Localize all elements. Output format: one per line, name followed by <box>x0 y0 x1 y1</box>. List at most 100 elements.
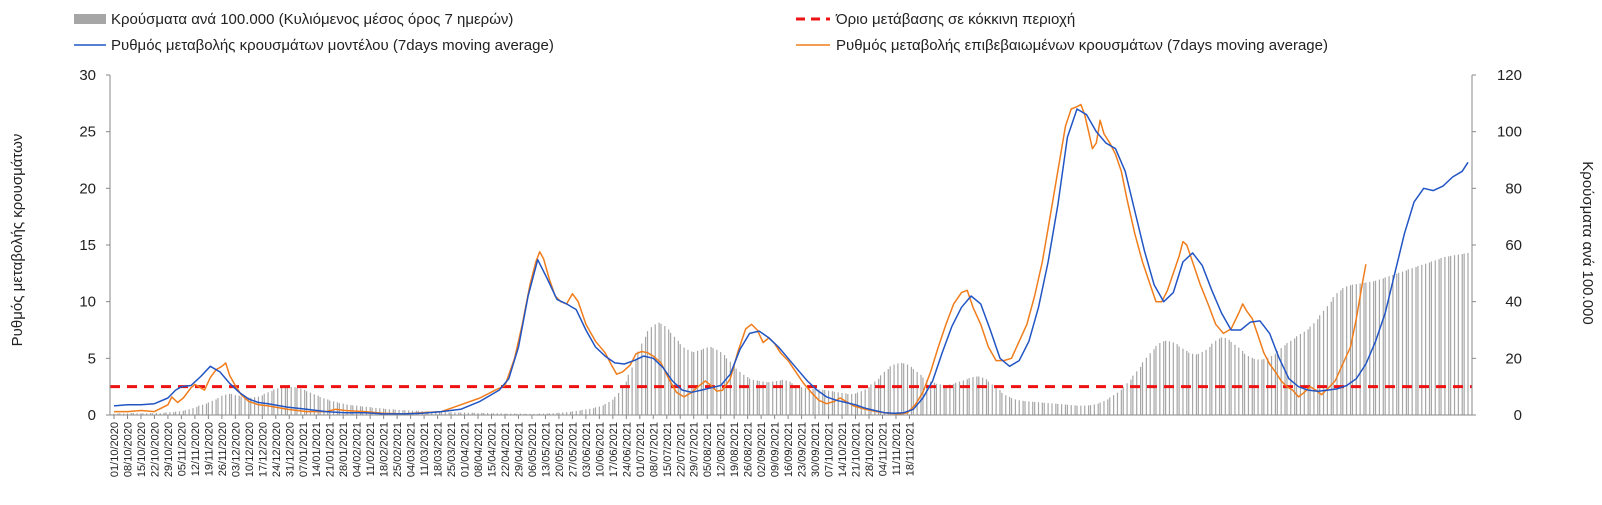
case-bar <box>1330 301 1332 415</box>
x-tick-label: 05/11/2020 <box>176 422 188 476</box>
case-bar <box>1182 348 1184 415</box>
x-tick-label: 08/07/2021 <box>648 422 660 477</box>
x-tick-label: 25/02/2021 <box>392 422 404 477</box>
case-bar <box>435 411 437 415</box>
y-right-tick-label: 40 <box>1505 294 1522 311</box>
case-bar <box>791 383 793 415</box>
case-bar <box>300 388 302 415</box>
case-bar <box>1340 290 1342 415</box>
case-bar <box>785 380 787 415</box>
case-bar <box>178 411 181 415</box>
case-bar <box>1136 371 1138 415</box>
case-bar <box>352 405 354 415</box>
case-bar <box>1197 353 1199 415</box>
x-tick-label: 17/06/2021 <box>608 422 620 477</box>
case-bar <box>1070 405 1072 415</box>
case-bar <box>758 381 760 415</box>
case-bar <box>845 393 847 415</box>
case-bar <box>1009 396 1011 415</box>
case-bar <box>359 406 362 415</box>
case-bar <box>558 412 560 415</box>
case-bar <box>1274 353 1276 415</box>
case-bar <box>1392 275 1394 415</box>
case-bar <box>1303 331 1305 415</box>
case-bar <box>1064 404 1067 415</box>
case-bar <box>1438 259 1440 415</box>
case-bar <box>1099 402 1101 415</box>
bars-series <box>113 252 1469 415</box>
case-bar <box>248 397 250 415</box>
x-tick-label: 28/10/2021 <box>864 422 876 477</box>
case-bar <box>1080 405 1082 415</box>
case-bar <box>1295 336 1298 415</box>
case-bar <box>916 371 918 415</box>
x-tick-label: 10/06/2021 <box>594 422 606 477</box>
case-bar <box>487 413 489 415</box>
case-bar <box>646 331 649 415</box>
case-bar <box>1220 337 1223 415</box>
case-bar <box>762 381 764 415</box>
case-bar <box>1428 262 1431 415</box>
x-tick-label: 04/11/2021 <box>878 422 890 476</box>
case-bar <box>1163 341 1165 415</box>
x-tick-label: 09/09/2021 <box>770 422 782 477</box>
case-bar <box>650 327 652 415</box>
case-bar <box>477 413 479 415</box>
case-bar <box>448 412 450 415</box>
case-bar <box>837 392 839 415</box>
case-bar <box>641 343 643 415</box>
case-bar <box>1407 269 1409 415</box>
case-bar <box>169 412 171 415</box>
case-bar <box>383 408 385 415</box>
case-bar <box>500 413 502 415</box>
case-bar <box>637 351 639 415</box>
case-bar <box>1453 255 1456 415</box>
case-bar <box>635 359 637 415</box>
case-bar <box>215 399 217 415</box>
case-bar <box>533 413 535 415</box>
y-right-axis-title: Κρούσματα ανά 100.000 <box>1579 161 1596 324</box>
case-bar <box>631 367 633 415</box>
case-bar <box>706 347 708 415</box>
lines-series <box>113 103 1469 415</box>
case-bar <box>336 402 339 415</box>
case-bar <box>132 413 134 415</box>
case-bar <box>1425 263 1427 415</box>
case-bar <box>1230 341 1232 415</box>
case-bar <box>1191 353 1194 415</box>
y-right-tick-label: 120 <box>1497 67 1522 84</box>
case-bar <box>1168 341 1171 415</box>
case-bar <box>1299 333 1302 415</box>
case-bar <box>594 407 597 415</box>
case-bar <box>1172 342 1174 415</box>
case-bar <box>175 411 177 415</box>
case-bar <box>668 329 670 415</box>
case-bar <box>444 412 446 415</box>
case-bar <box>729 361 731 415</box>
case-bar <box>1336 293 1338 415</box>
case-bar <box>173 412 175 415</box>
case-bar <box>327 399 329 415</box>
case-bar <box>743 374 745 415</box>
x-tick-label: 07/01/2021 <box>298 422 310 477</box>
case-bar <box>1209 347 1211 415</box>
y-left-tick-label: 25 <box>79 124 96 141</box>
case-bar <box>519 413 521 415</box>
case-bar <box>332 401 335 415</box>
case-bar <box>910 366 912 415</box>
case-bar <box>1355 284 1357 415</box>
y-left-tick-label: 5 <box>88 350 96 367</box>
case-bar <box>683 347 685 415</box>
x-tick-label: 03/12/2020 <box>230 422 242 477</box>
case-bar <box>510 413 512 415</box>
case-bar <box>598 406 600 415</box>
x-ticks: 01/10/2020 08/10/2020 15/10/2020 22/10/2020… <box>109 415 917 477</box>
case-bar <box>679 344 681 415</box>
case-bar <box>1276 350 1278 415</box>
case-bar <box>1126 383 1128 415</box>
case-bar <box>887 369 889 415</box>
x-tick-label: 12/11/2020 <box>190 422 202 476</box>
x-tick-label: 08/10/2020 <box>123 422 135 477</box>
case-bar <box>962 380 964 415</box>
case-bar <box>868 387 870 415</box>
